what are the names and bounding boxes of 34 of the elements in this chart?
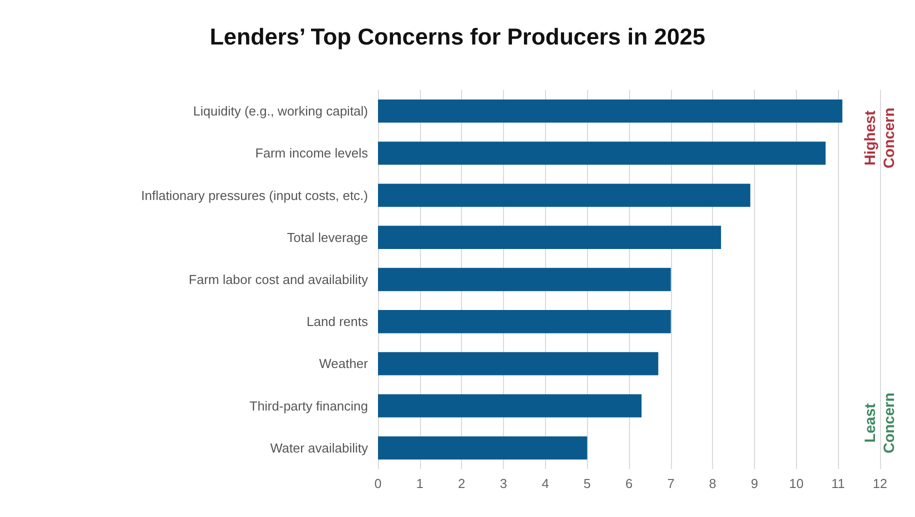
x-tick-label: 12	[872, 476, 888, 491]
y-tick-label: Weather	[319, 356, 369, 372]
x-tick-label: 8	[709, 476, 716, 491]
bar	[378, 99, 842, 123]
x-tick-label: 6	[625, 476, 633, 491]
y-tick-label: Total leverage	[287, 230, 368, 245]
x-tick-label: 0	[374, 476, 382, 491]
x-tick-label: 10	[789, 476, 804, 491]
chart-title: Lenders’ Top Concerns for Producers in 2025	[210, 24, 706, 50]
bar	[378, 436, 588, 460]
bar	[378, 310, 671, 334]
bar	[378, 352, 658, 376]
annotation: Least Concern	[862, 392, 898, 454]
bar	[378, 184, 750, 207]
annotation: Highest Concern	[862, 108, 898, 168]
y-tick-label: Liquidity (e.g., working capital)	[193, 104, 368, 119]
y-tick-label: Farm income levels	[255, 146, 368, 161]
bar	[378, 142, 826, 165]
y-tick-label: Land rents	[306, 314, 368, 330]
bar	[378, 394, 642, 418]
y-tick-label: Farm labor cost and availability	[188, 272, 368, 287]
x-tick-label: 2	[458, 476, 466, 491]
x-tick-label: 1	[416, 476, 424, 491]
bar	[378, 268, 671, 292]
y-tick-label: Water availability	[270, 440, 368, 456]
x-tick-label: 5	[584, 476, 591, 491]
bar	[378, 226, 722, 249]
x-tick-label: 4	[542, 476, 549, 491]
x-tick-label: 7	[667, 476, 674, 491]
y-tick-label: Third-party financing	[250, 398, 368, 414]
x-tick-label: 11	[831, 476, 845, 491]
x-tick-label: 9	[750, 476, 758, 491]
y-tick-label: Inflationary pressures (input costs, etc.)	[141, 188, 368, 203]
x-tick-label: 3	[500, 476, 508, 491]
